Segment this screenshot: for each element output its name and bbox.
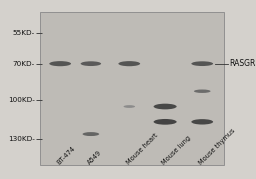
Ellipse shape (191, 119, 213, 125)
Text: 130KD-: 130KD- (8, 136, 35, 142)
Ellipse shape (154, 104, 177, 109)
Text: 55KD-: 55KD- (13, 30, 35, 36)
Text: A549: A549 (87, 149, 103, 166)
Bar (40, 12, 224, 165)
Text: BT-474: BT-474 (56, 145, 77, 166)
Text: Mouse lung: Mouse lung (161, 134, 192, 166)
Ellipse shape (194, 90, 210, 93)
Ellipse shape (123, 105, 135, 108)
Ellipse shape (191, 61, 213, 66)
Ellipse shape (154, 119, 177, 125)
Text: 100KD-: 100KD- (8, 97, 35, 103)
Text: RASGRP3: RASGRP3 (229, 59, 256, 68)
Ellipse shape (82, 132, 99, 136)
Text: 70KD-: 70KD- (13, 61, 35, 67)
Ellipse shape (118, 61, 140, 66)
Ellipse shape (49, 61, 71, 66)
Text: Mouse heart: Mouse heart (125, 132, 159, 166)
Ellipse shape (81, 61, 101, 66)
Text: Mouse thymus: Mouse thymus (198, 127, 237, 166)
